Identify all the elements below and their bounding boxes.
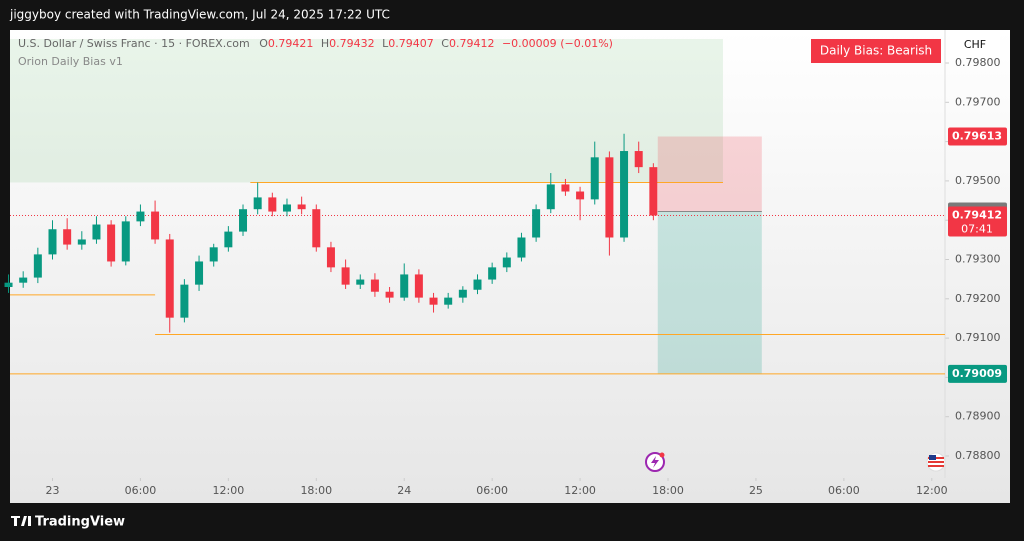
candle-body — [297, 204, 306, 210]
y-tick-label: 0.79300 — [955, 253, 1001, 266]
candle-body — [92, 224, 101, 240]
candle-body — [605, 157, 614, 238]
last-price-label-box — [948, 206, 1007, 237]
candle-body — [48, 229, 57, 255]
candle-body — [63, 229, 72, 245]
y-tick-label: 0.79700 — [955, 95, 1001, 108]
stop-label: 0.79613 — [952, 129, 1002, 142]
l-label: L — [382, 37, 389, 50]
target-label-box — [948, 364, 1007, 383]
candle-body — [180, 284, 189, 318]
c-label: C — [441, 37, 449, 50]
symbol: U.S. Dollar / Swiss Franc · 15 · FOREX.c… — [18, 37, 250, 50]
candle-body — [19, 277, 28, 283]
candle-body — [517, 237, 526, 258]
candle-body — [312, 209, 321, 248]
y-tick-label: 0.78900 — [955, 410, 1001, 423]
candle-body — [107, 224, 116, 262]
candle-body — [649, 167, 658, 216]
candle-body — [370, 279, 379, 292]
change-percent: (−0.01%) — [560, 37, 613, 50]
icon-lightning — [645, 452, 665, 472]
candle-body — [458, 289, 467, 298]
logo — [11, 516, 31, 526]
candle-body — [590, 157, 599, 200]
candle-body — [77, 239, 86, 245]
footer-brand: TradingView — [35, 515, 125, 530]
candle-body — [532, 209, 541, 238]
candle-body — [151, 211, 160, 240]
candle-body — [429, 297, 438, 305]
o-label: O — [259, 37, 268, 50]
candle-body — [546, 184, 555, 210]
h-value: 0.79432 — [329, 37, 375, 50]
y-tick-label: 0.78800 — [955, 449, 1001, 462]
footer-bar — [0, 503, 1024, 541]
candle-body — [268, 197, 277, 212]
last-price-label-countdown: 07:41 — [961, 222, 993, 235]
candle-body — [634, 151, 643, 168]
y-tick-label: 0.79100 — [955, 331, 1001, 344]
x-tick-label: 06:00 — [828, 484, 860, 497]
change: −0.00009 — [502, 37, 557, 50]
y-tick-label: 0.79800 — [955, 56, 1001, 69]
indicator: Orion Daily Bias v1 — [18, 55, 123, 68]
candle-body — [136, 211, 145, 222]
candle-body — [209, 247, 218, 262]
candle-body — [121, 221, 130, 262]
candle-body — [326, 247, 335, 268]
candle-body — [414, 274, 423, 298]
candle-body — [341, 267, 350, 285]
currency-box — [950, 32, 1000, 58]
legend: U.S. Dollar / Swiss Franc · 15 · FOREX.c… — [18, 37, 613, 50]
candle-body — [195, 261, 204, 285]
x-tick-label: 24 — [397, 484, 411, 497]
y-tick-label: 0.79200 — [955, 292, 1001, 305]
icon-flag — [926, 452, 946, 472]
candle-body — [502, 257, 511, 268]
x-tick-label: 12:00 — [916, 484, 948, 497]
candle-body — [473, 279, 482, 290]
x-tick-label: 06:00 — [125, 484, 157, 497]
candle-body — [444, 297, 453, 305]
candle-body — [33, 254, 42, 278]
x-tick-label: 06:00 — [476, 484, 508, 497]
header: jiggyboy created with TradingView.com, J… — [9, 8, 390, 22]
stop-zone — [657, 136, 762, 212]
stop-label-box — [948, 127, 1007, 146]
candle-body — [165, 239, 174, 318]
candle-body — [620, 151, 629, 238]
x-tick-label: 25 — [749, 484, 763, 497]
last-price-label: 0.79412 — [952, 208, 1002, 221]
candle-body — [488, 267, 497, 280]
bias-zone — [10, 39, 723, 183]
candle-body — [385, 291, 394, 298]
candle-body — [282, 204, 291, 212]
l-value: 0.79407 — [388, 37, 434, 50]
candle-body — [356, 279, 365, 285]
candle-body — [400, 274, 409, 298]
c-value: 0.79412 — [449, 37, 495, 50]
candle-body — [561, 184, 570, 192]
candle-body — [224, 231, 233, 248]
candle-body — [576, 191, 585, 200]
o-value: 0.79421 — [268, 37, 314, 50]
y-tick-label: 0.79500 — [955, 174, 1001, 187]
candle-body — [239, 209, 248, 232]
x-tick-label: 18:00 — [652, 484, 684, 497]
x-tick-label: 12:00 — [213, 484, 245, 497]
bias-label: Daily Bias: Bearish — [820, 44, 932, 58]
candle-body — [4, 282, 13, 288]
x-tick-label: 23 — [46, 484, 60, 497]
x-tick-label: 18:00 — [300, 484, 332, 497]
h-label: H — [321, 37, 329, 50]
target-zone — [657, 211, 762, 374]
currency: CHF — [964, 38, 986, 51]
candle-body — [253, 197, 262, 210]
target-label: 0.79009 — [952, 367, 1002, 380]
bias-badge — [811, 39, 941, 63]
x-tick-label: 12:00 — [564, 484, 596, 497]
